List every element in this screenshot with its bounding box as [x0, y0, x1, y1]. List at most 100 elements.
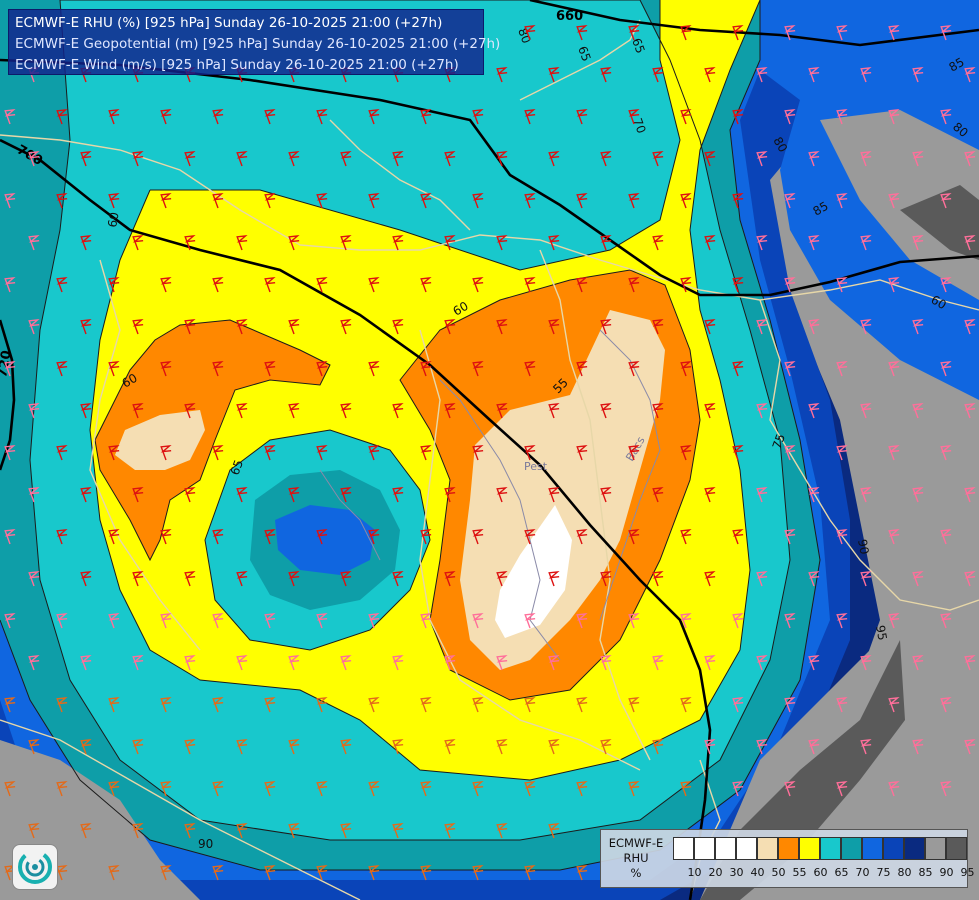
rhu-label: 60 — [120, 371, 140, 391]
wind-barb — [316, 445, 328, 461]
wind-barb — [756, 487, 768, 503]
wind-barb — [392, 571, 404, 587]
wind-barb — [444, 655, 456, 671]
wind-barb — [704, 403, 716, 419]
wind-barb — [628, 277, 640, 293]
wind-barb — [940, 781, 952, 797]
color-legend: ECMWF-E RHU % 10 20 30 40 50 55 60 65 70 75 80 85 90… — [600, 829, 979, 888]
wind-barb — [732, 277, 744, 293]
wind-barb — [56, 865, 68, 881]
wind-barb — [576, 613, 588, 629]
wind-barb — [524, 109, 536, 125]
wind-barb — [576, 781, 588, 797]
wind-barb — [444, 487, 456, 503]
legend-swatch — [799, 837, 820, 860]
legend-label: 85 — [918, 866, 933, 879]
wind-barb — [600, 571, 612, 587]
wind-barb — [756, 739, 768, 755]
wind-barb — [680, 613, 692, 629]
wind-barb — [28, 235, 40, 251]
rhu-label: 65 — [575, 44, 593, 63]
wind-barb — [524, 613, 536, 629]
wind-barb — [392, 823, 404, 839]
wind-barb — [28, 739, 40, 755]
wind-barb — [80, 151, 92, 167]
wind-barbs — [4, 25, 976, 881]
wind-barb — [392, 739, 404, 755]
wind-barb — [368, 613, 380, 629]
wind-barb — [888, 277, 900, 293]
wind-barb — [132, 823, 144, 839]
wind-barb — [784, 361, 796, 377]
wind-barb — [392, 235, 404, 251]
wind-barb — [888, 445, 900, 461]
wind-barb — [576, 109, 588, 125]
wind-barb — [496, 571, 508, 587]
wind-barb — [316, 781, 328, 797]
wind-barb — [548, 487, 560, 503]
wind-barb — [56, 277, 68, 293]
wind-barb — [496, 823, 508, 839]
wind-barb — [4, 613, 16, 629]
wind-barb — [628, 193, 640, 209]
wind-barb — [444, 571, 456, 587]
wind-barb — [548, 235, 560, 251]
wind-barb — [888, 109, 900, 125]
wind-barb — [392, 151, 404, 167]
wind-barb — [704, 487, 716, 503]
wind-barb — [548, 319, 560, 335]
wind-barb — [680, 445, 692, 461]
wind-barb — [288, 739, 300, 755]
wind-barb — [836, 193, 848, 209]
wind-barb — [940, 697, 952, 713]
rhu-95-east — [820, 110, 979, 300]
wind-barb — [576, 445, 588, 461]
legend-title-unit: % — [630, 866, 642, 880]
legend-swatch — [925, 837, 946, 860]
wind-barb — [888, 25, 900, 41]
wind-barb — [628, 445, 640, 461]
wind-barb — [732, 613, 744, 629]
wind-barb — [108, 277, 120, 293]
wind-barb — [160, 697, 172, 713]
wind-barb — [236, 151, 248, 167]
wind-barb — [316, 277, 328, 293]
wind-barb — [132, 655, 144, 671]
wind-barb — [4, 781, 16, 797]
wind-barb — [940, 529, 952, 545]
wind-barb — [184, 571, 196, 587]
wind-barb — [496, 403, 508, 419]
wind-barb — [652, 67, 664, 83]
legend-swatch — [820, 837, 841, 860]
wind-barb — [548, 151, 560, 167]
wind-barb — [888, 361, 900, 377]
wind-barb — [576, 25, 588, 41]
wind-barb — [212, 613, 224, 629]
wind-barb — [316, 697, 328, 713]
wind-barb — [288, 823, 300, 839]
wind-barb — [576, 529, 588, 545]
title-geopotential: ECMWF-E Geopotential (m) [925 hPa] Sunda… — [15, 36, 501, 52]
wind-barb — [784, 25, 796, 41]
wind-barb — [808, 67, 820, 83]
wind-barb — [80, 319, 92, 335]
wind-barb — [860, 67, 872, 83]
wind-barb — [496, 151, 508, 167]
wind-barb — [420, 193, 432, 209]
wind-barb — [368, 697, 380, 713]
wind-barb — [860, 655, 872, 671]
wind-barb — [56, 697, 68, 713]
wind-barb — [264, 193, 276, 209]
title-rhu: ECMWF-E RHU (%) [925 hPa] Sunday 26-10-2… — [15, 15, 443, 31]
wind-barb — [444, 823, 456, 839]
wind-barb — [784, 109, 796, 125]
wind-barb — [548, 655, 560, 671]
wind-barb — [340, 487, 352, 503]
wind-barb — [756, 151, 768, 167]
wind-barb — [964, 67, 976, 83]
wind-barb — [264, 109, 276, 125]
wind-barb — [964, 151, 976, 167]
legend-label: 20 — [708, 866, 723, 879]
ecmwf-logo[interactable] — [12, 844, 58, 890]
